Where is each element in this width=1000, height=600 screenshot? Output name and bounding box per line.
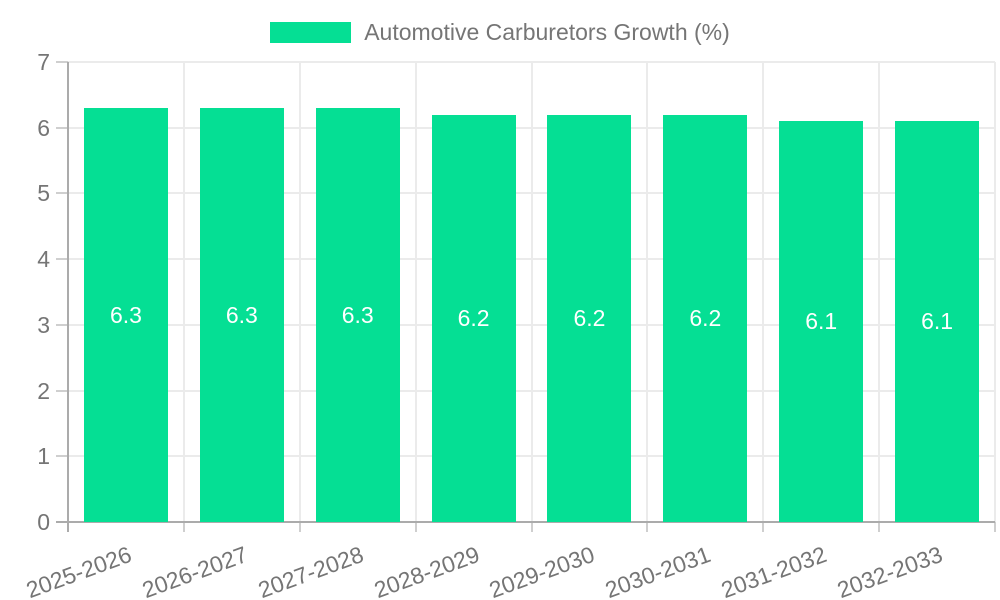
legend-label: Automotive Carburetors Growth (%)	[364, 19, 730, 45]
bar-2031-2032: 6.1	[779, 121, 864, 522]
y-axis-tick-mark	[56, 389, 68, 392]
y-axis-tick-mark	[56, 126, 68, 129]
bar-value-label: 6.2	[689, 304, 722, 331]
x-axis-tick-mark	[878, 522, 881, 532]
gridline-vertical	[994, 62, 996, 522]
x-axis-tick-mark	[994, 522, 996, 532]
chart-legend-item[interactable]: Automotive Carburetors Growth (%)	[0, 19, 1000, 46]
gridline-vertical	[414, 62, 417, 522]
x-axis-tick-mark	[182, 522, 185, 532]
y-axis-tick-label: 7	[37, 49, 50, 75]
bar-2030-2031: 6.2	[663, 114, 748, 522]
y-axis-tick-label: 1	[37, 443, 50, 470]
gridline-vertical	[762, 62, 765, 522]
gridline-vertical	[298, 62, 301, 522]
bar-2029-2030: 6.2	[547, 114, 632, 522]
y-axis-tick-label: 0	[37, 509, 50, 535]
gridline-vertical	[646, 62, 649, 522]
y-axis-tick-mark	[56, 61, 68, 63]
y-axis-tick-mark	[56, 258, 68, 261]
bar-2027-2028: 6.3	[315, 108, 400, 522]
x-axis-tick-mark	[646, 522, 649, 532]
bar-value-label: 6.3	[341, 301, 374, 328]
y-axis-tick-label: 2	[37, 377, 50, 404]
bar-2025-2026: 6.3	[83, 108, 168, 522]
bar-value-label: 6.3	[109, 301, 142, 328]
bar-value-label: 6.1	[805, 308, 838, 335]
y-axis-line	[67, 62, 69, 532]
bar-2032-2033: 6.1	[895, 121, 980, 522]
bar-value-label: 6.2	[457, 304, 490, 331]
gridline-vertical	[878, 62, 881, 522]
legend-color-swatch	[270, 22, 352, 43]
y-axis-tick-label: 3	[37, 311, 50, 338]
bar-value-label: 6.1	[921, 308, 954, 335]
bar-value-label: 6.2	[573, 304, 606, 331]
y-axis-tick-mark	[56, 192, 68, 195]
y-axis-tick-mark	[56, 455, 68, 458]
gridline-vertical	[530, 62, 533, 522]
x-axis-tick-mark	[530, 522, 533, 532]
y-axis-tick-mark	[56, 323, 68, 326]
bar-2028-2029: 6.2	[431, 114, 516, 522]
x-axis-tick-mark	[414, 522, 417, 532]
bar-2026-2027: 6.3	[199, 108, 284, 522]
y-axis-tick-label: 6	[37, 114, 50, 141]
y-axis-tick-label: 4	[37, 246, 50, 273]
bar-value-label: 6.3	[225, 301, 258, 328]
x-axis-tick-mark	[298, 522, 301, 532]
y-axis-tick-label: 5	[37, 180, 50, 207]
gridline-vertical	[182, 62, 185, 522]
x-axis-tick-mark	[762, 522, 765, 532]
x-axis-line	[56, 521, 995, 523]
